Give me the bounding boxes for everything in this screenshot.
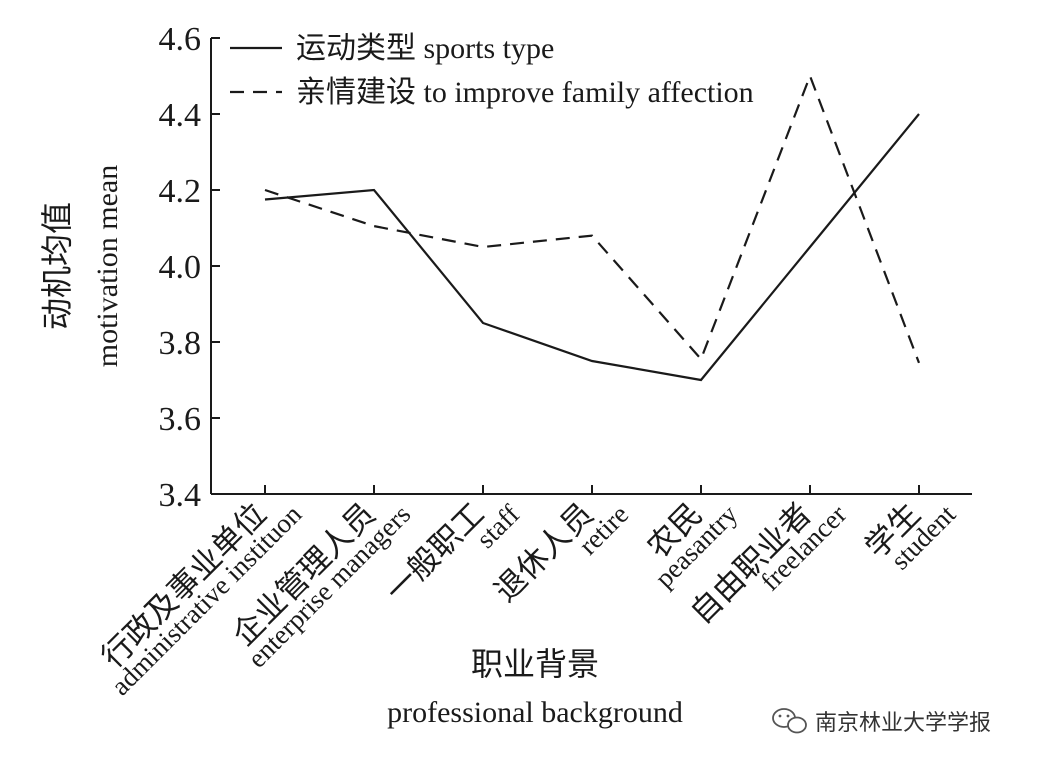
x-tick-label-en: staff [470, 499, 525, 554]
y-tick-label: 4.4 [159, 97, 202, 134]
watermark-text: 南京林业大学学报 [815, 711, 991, 736]
legend-label-family-affection: 亲情建设 to improve family affection [296, 76, 754, 109]
y-ticks: 3.4 3.6 3.8 4.0 4.2 4.4 4.6 [159, 21, 220, 514]
y-tick-label: 4.6 [159, 21, 202, 58]
x-axis-label: 职业背景 professional background [387, 646, 683, 729]
wechat-icon [772, 708, 807, 734]
x-axis-label-zh: 职业背景 [471, 646, 599, 682]
y-tick-label: 4.2 [159, 173, 202, 210]
series-line-family-affection [264, 72, 921, 364]
legend-label-sports-type: 运动类型 sports type [296, 32, 554, 65]
y-axis-label-en: motivation mean [91, 165, 124, 367]
series-line-sports-type [264, 113, 920, 382]
y-tick-label: 4.0 [159, 249, 202, 286]
legend: 运动类型 sports type 亲情建设 to improve family … [230, 32, 754, 109]
x-axis-label-en: professional background [387, 696, 683, 729]
watermark: 南京林业大学学报 [772, 708, 991, 736]
y-axis-label-zh: 动机均值 [39, 202, 75, 330]
series-lines [264, 72, 921, 382]
y-tick-label: 3.6 [159, 401, 202, 438]
y-tick-label: 3.4 [159, 477, 202, 514]
y-tick-label: 3.8 [159, 325, 202, 362]
y-axis-label: 动机均值 motivation mean [39, 165, 124, 367]
